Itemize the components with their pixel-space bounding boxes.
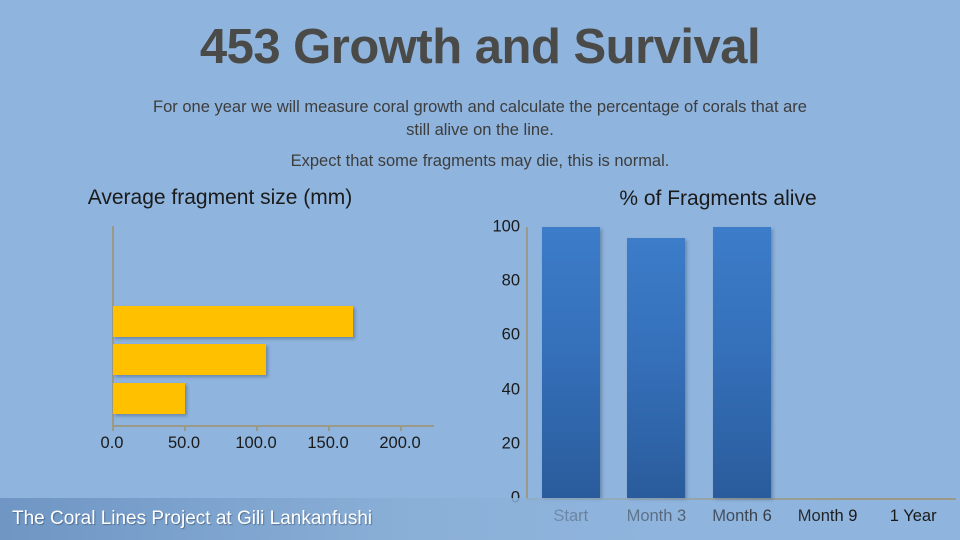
left-chart-x-tick [112, 425, 114, 431]
chart-percent-fragments-alive: % of Fragments alive StartMonth 3Month 6… [478, 185, 960, 540]
right-chart-y-tick-label: 0 [460, 489, 520, 508]
slide-subtitle: For one year we will measure coral growt… [150, 96, 810, 173]
right-chart-y-tick-label: 20 [501, 434, 520, 453]
left-chart-x-tick [256, 425, 258, 431]
left-chart-bar [113, 344, 266, 376]
right-chart-y-axis-line [526, 227, 528, 499]
left-chart-bar [113, 382, 185, 414]
chart-title-average-fragment-size: Average fragment size (mm) [87, 186, 353, 209]
left-chart-x-tick [400, 425, 402, 431]
right-chart-y-tick-label: 40 [501, 380, 520, 399]
right-chart-y-tick-label: 60 [501, 325, 520, 344]
left-chart-y-axis-line [112, 226, 114, 426]
subtitle-line-2: Expect that some fragments may die, this… [290, 151, 670, 170]
left-chart-x-tick-label: 0.0 [100, 434, 124, 452]
right-chart-plot-area [528, 227, 956, 498]
footer-band [0, 498, 960, 540]
footer-credit: The Coral Lines Project at Gili Lankanfu… [12, 508, 373, 529]
left-chart-x-tick-label: 100.0 [235, 434, 277, 452]
left-chart-bar-row [113, 380, 401, 418]
left-chart-bar [113, 305, 354, 337]
chart-title-percent-fragments-alive: % of Fragments alive [619, 187, 817, 210]
left-chart-plot-area [113, 226, 401, 418]
left-chart-bar-row [113, 264, 401, 302]
left-chart-x-tick-label: 50.0 [167, 434, 201, 452]
subtitle-line-1: For one year we will measure coral growt… [153, 98, 807, 140]
left-chart-x-tick-label: 150.0 [307, 434, 349, 452]
left-chart-x-tick [184, 425, 186, 431]
right-chart-y-tick-label: 80 [501, 271, 520, 290]
right-chart-bar [541, 227, 600, 498]
right-chart-y-tick-label: 100 [492, 217, 520, 236]
chart-average-fragment-size: Average fragment size (mm) 1 YearMonth 9… [0, 180, 470, 480]
right-chart-bar [627, 237, 686, 498]
left-chart-bar-row [113, 226, 401, 264]
left-chart-x-tick [328, 425, 330, 431]
left-chart-bar-row [113, 341, 401, 379]
right-chart-bar [713, 227, 771, 498]
page-title: 453 Growth and Survival [199, 20, 761, 74]
left-chart-x-tick-label: 200.0 [379, 434, 421, 452]
left-chart-x-axis-line [112, 425, 434, 427]
left-chart-bar-row [113, 303, 401, 341]
